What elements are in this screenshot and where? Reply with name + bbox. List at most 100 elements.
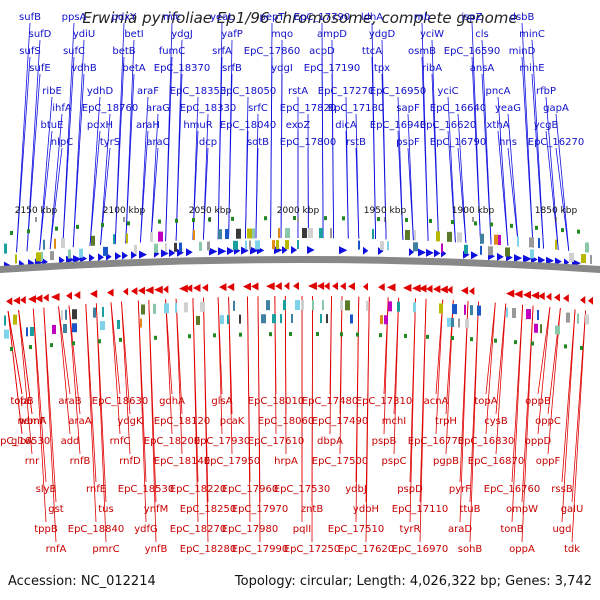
reverse-gene-label: oppC <box>535 416 561 427</box>
feature-box <box>372 228 374 239</box>
forward-gene-label: nlpC <box>51 137 73 148</box>
reverse-leader-line <box>58 306 71 395</box>
reverse-gene-label: EpC_16970 <box>392 544 448 555</box>
reverse-gene-arrow <box>284 282 290 291</box>
reverse-gene-label: ugd <box>552 524 571 535</box>
forward-gene-arrow <box>426 248 434 257</box>
reverse-gene-label: pcaK <box>220 416 245 427</box>
reverse-gene-label: topB <box>10 396 33 407</box>
reverse-leader-line <box>32 308 47 523</box>
reverse-gene-label: oppF <box>536 456 561 467</box>
feature-box <box>72 323 77 333</box>
forward-gene-arrow <box>523 254 532 263</box>
reverse-leader-line <box>469 301 479 543</box>
reverse-gene-arrow <box>348 282 355 291</box>
feature-box <box>380 315 383 325</box>
feature-box <box>530 249 534 259</box>
feature-box <box>297 240 299 250</box>
forward-leader-line <box>140 130 149 243</box>
reverse-gene-label: araD <box>448 524 472 535</box>
forward-gene-arrow <box>497 252 504 261</box>
reverse-leader-line <box>511 304 523 523</box>
marker <box>494 338 497 343</box>
feature-box <box>50 251 54 261</box>
reverse-gene-arrow <box>538 292 545 301</box>
marker <box>470 337 473 342</box>
feature-box <box>464 304 466 315</box>
reverse-gene-label: EpC_18120 <box>154 416 210 427</box>
marker <box>324 216 327 221</box>
reverse-gene-label: pspB <box>372 436 397 447</box>
forward-gene-label: yafP <box>221 29 243 40</box>
feature-box <box>319 228 323 239</box>
feature-box <box>350 314 353 324</box>
forward-gene-label: EpC_17790 <box>294 12 350 23</box>
reverse-gene-label: glsA <box>211 396 232 407</box>
marker <box>29 345 32 350</box>
reverse-leader-line <box>18 310 33 415</box>
reverse-gene-label: hrpA <box>274 456 298 467</box>
forward-gene-label: hns <box>499 137 517 148</box>
reverse-gene-label: EpC_17250 <box>284 544 340 555</box>
reverse-gene-arrow <box>243 282 251 291</box>
forward-gene-label: dicA <box>335 120 357 131</box>
forward-leader-line <box>175 73 183 241</box>
reverse-gene-label: EpC_16770 <box>408 436 464 447</box>
forward-gene-label: betB <box>112 46 135 57</box>
feature-box <box>266 300 270 311</box>
feature-box <box>36 252 41 262</box>
reverse-gene-arrow <box>324 282 330 291</box>
reverse-gene-label: oppB <box>525 396 551 407</box>
reverse-leader-line <box>175 298 183 455</box>
forward-gene-label: ydgD <box>369 29 396 40</box>
feature-box <box>512 307 516 318</box>
feature-box <box>225 229 229 239</box>
feature-box <box>566 312 570 323</box>
reverse-gene-label: EpC_17930 <box>194 436 250 447</box>
forward-gene-label: ttcA <box>362 46 382 57</box>
forward-gene-label: betI <box>124 29 143 40</box>
reverse-leader-line <box>419 298 427 543</box>
forward-gene-label: ldhA <box>361 12 383 23</box>
reverse-leader-line <box>459 301 469 523</box>
reverse-gene-label: tonB <box>500 524 523 535</box>
reverse-gene-arrow <box>251 282 259 291</box>
feature-box <box>312 300 314 311</box>
forward-gene-label: gapA <box>543 103 569 114</box>
forward-gene-label: ribA <box>422 63 442 74</box>
reverse-gene-label: pmrC <box>92 544 119 555</box>
forward-gene-label: EpC_16790 <box>430 137 486 148</box>
reverse-leader-line <box>561 309 576 483</box>
feature-box <box>488 246 493 256</box>
forward-leader-line <box>545 130 559 250</box>
forward-gene-label: pspF <box>396 137 420 148</box>
forward-gene-label: pncA <box>485 86 510 97</box>
forward-gene-label: rstB <box>346 137 366 148</box>
reverse-gene-label: nemA <box>17 416 46 427</box>
reverse-gene-arrow <box>186 284 193 293</box>
marker <box>188 334 191 339</box>
forward-leader-line <box>245 130 249 239</box>
feature-box <box>154 243 158 253</box>
reverse-gene-label: EpC_16870 <box>468 456 524 467</box>
forward-gene-label: EpC_18040 <box>220 120 276 131</box>
reverse-gene-arrow <box>588 296 594 305</box>
feature-box <box>301 300 304 311</box>
reverse-gene-label: oppD <box>525 436 552 447</box>
marker <box>127 221 130 226</box>
forward-leader-line <box>447 130 456 243</box>
feature-box <box>278 228 280 239</box>
reverse-gene-arrow <box>563 294 569 303</box>
reverse-gene-label: EpC_17480 <box>302 396 358 407</box>
marker <box>27 229 30 234</box>
feature-box <box>457 232 462 243</box>
reverse-gene-label: araA <box>68 416 91 427</box>
reverse-gene-arrow <box>131 287 138 296</box>
reverse-gene-label: tyrR <box>400 524 421 535</box>
reverse-gene-arrow <box>426 284 433 293</box>
forward-gene-arrow <box>122 251 128 260</box>
forward-gene-label: araF <box>137 86 159 97</box>
feature-box <box>30 326 34 336</box>
reverse-leader-line <box>43 307 57 543</box>
feature-box <box>326 314 328 324</box>
